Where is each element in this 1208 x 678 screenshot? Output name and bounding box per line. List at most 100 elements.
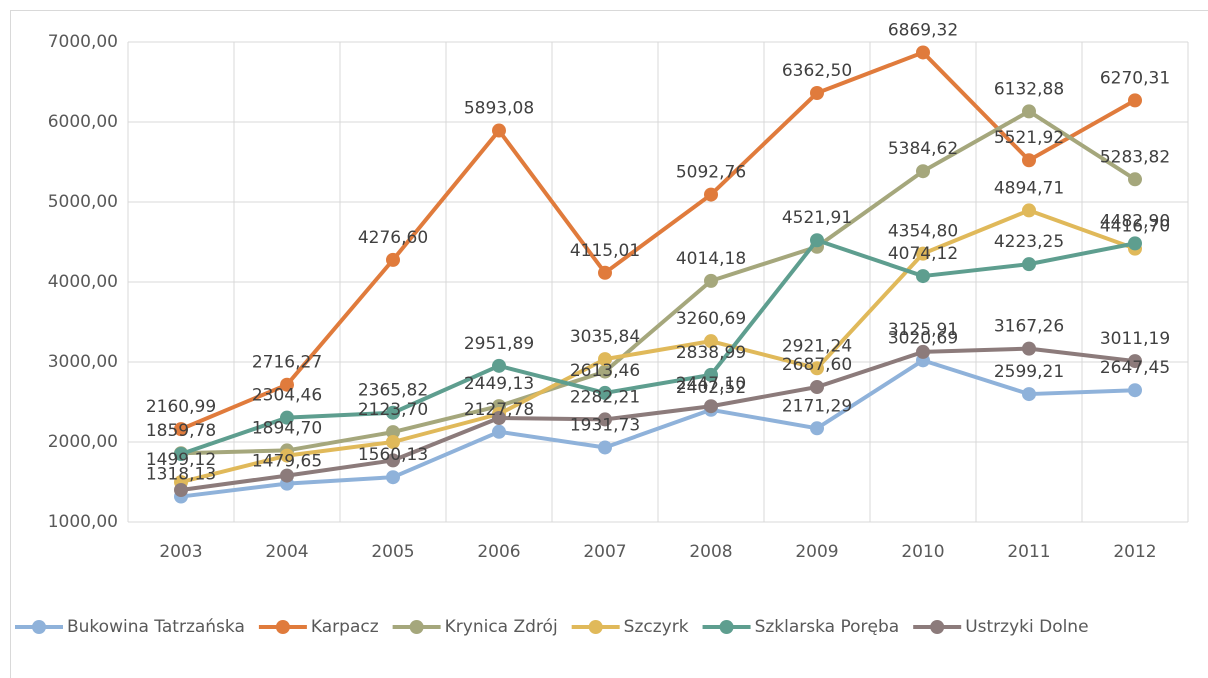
point: [1022, 153, 1036, 168]
y-tick-label: 5000,00: [48, 192, 118, 212]
data-label: 1560,13: [358, 445, 428, 465]
point: [386, 435, 400, 449]
point: [598, 385, 612, 400]
y-tick-label: 1000,00: [48, 512, 118, 532]
data-label: 2365,82: [358, 381, 428, 401]
data-label: 2282,21: [570, 387, 640, 407]
point: [386, 470, 400, 485]
data-label: 6270,31: [1100, 68, 1170, 88]
point: [280, 377, 294, 392]
series-line: [180, 238, 1136, 456]
point: [1128, 93, 1142, 108]
data-label: 2171,29: [782, 396, 852, 416]
data-label: 2951,89: [464, 334, 534, 354]
point: [492, 424, 506, 439]
data-label: 3011,19: [1100, 329, 1170, 349]
point: [704, 187, 718, 202]
point: [810, 233, 824, 248]
data-label: 2599,21: [994, 362, 1064, 382]
data-label: 2613,46: [570, 361, 640, 381]
x-tick-label: 2006: [477, 542, 520, 562]
point: [704, 367, 718, 382]
data-label: 5521,92: [994, 128, 1064, 148]
point: [810, 361, 824, 376]
point: [598, 364, 612, 379]
x-tick-label: 2010: [901, 542, 944, 562]
legend-marker: [719, 620, 734, 634]
series-line: [180, 109, 1137, 456]
point: [492, 358, 506, 373]
point: [704, 399, 718, 414]
data-label: 4482,90: [1100, 211, 1170, 231]
point: [810, 379, 824, 394]
y-tick-label: 2000,00: [48, 432, 118, 452]
data-label: 2304,46: [252, 386, 322, 406]
y-tick-label: 6000,00: [48, 112, 118, 132]
data-label: 4416,70: [1100, 217, 1170, 237]
data-label: 6132,88: [994, 79, 1064, 99]
x-tick-label: 2008: [689, 542, 732, 562]
data-label: 4354,80: [888, 222, 958, 242]
point: [916, 45, 930, 60]
data-label: 5893,08: [464, 99, 534, 119]
x-tick-label: 2007: [583, 542, 626, 562]
chart-frame: [10, 10, 1208, 678]
point: [1022, 341, 1036, 356]
point: [916, 164, 930, 179]
data-label: 2449,13: [464, 374, 534, 394]
data-label: 4276,60: [358, 228, 428, 248]
point: [810, 86, 824, 100]
point: [916, 344, 930, 359]
legend-label: Karpacz: [311, 617, 379, 637]
legend-label: Bukowina Tatrzańska: [67, 617, 245, 637]
legend-marker: [588, 620, 603, 634]
point: [1022, 104, 1036, 119]
x-tick-label: 2003: [159, 542, 202, 562]
x-tick-label: 2012: [1113, 542, 1156, 562]
data-label: 3260,69: [676, 309, 746, 329]
data-label: 2123,70: [358, 400, 428, 420]
data-label: 3125,91: [888, 320, 958, 340]
data-label: 2647,45: [1100, 358, 1170, 378]
series-line: [180, 50, 1136, 431]
data-label: 4521,91: [782, 208, 852, 228]
data-label: 1318,13: [146, 465, 216, 485]
point: [492, 411, 506, 425]
legend-marker: [275, 620, 290, 634]
point: [174, 483, 188, 497]
legend-label: Szklarska Poręba: [755, 617, 900, 637]
data-label: 1479,65: [252, 452, 322, 472]
point: [1022, 387, 1036, 402]
data-label: 5283,82: [1100, 147, 1170, 167]
data-label: 3020,69: [888, 328, 958, 348]
data-label: 1499,12: [146, 450, 216, 470]
point: [1022, 257, 1036, 272]
data-label: 4223,25: [994, 232, 1064, 252]
point: [1128, 354, 1142, 369]
point: [704, 273, 718, 288]
point: [1128, 172, 1142, 187]
point: [810, 421, 824, 436]
point: [1022, 203, 1036, 218]
data-label: 2402,52: [676, 378, 746, 398]
data-label: 5384,62: [888, 139, 958, 159]
point: [280, 410, 294, 425]
y-tick-label: 7000,00: [48, 32, 118, 52]
x-tick-label: 2005: [371, 542, 414, 562]
x-tick-label: 2009: [795, 542, 838, 562]
point: [704, 334, 718, 349]
legend-label: Krynica Zdrój: [445, 617, 558, 637]
data-label: 3167,26: [994, 317, 1064, 337]
data-label: 2921,24: [782, 336, 852, 356]
point: [386, 453, 400, 468]
data-label: 2838,99: [676, 343, 746, 363]
point: [280, 448, 294, 463]
y-tick-label: 3000,00: [48, 352, 118, 372]
point: [280, 468, 294, 483]
data-label: 1931,73: [570, 415, 640, 435]
legend-marker: [930, 620, 945, 634]
point: [386, 405, 400, 420]
legend-marker: [32, 620, 46, 634]
data-label: 4074,12: [888, 244, 958, 264]
